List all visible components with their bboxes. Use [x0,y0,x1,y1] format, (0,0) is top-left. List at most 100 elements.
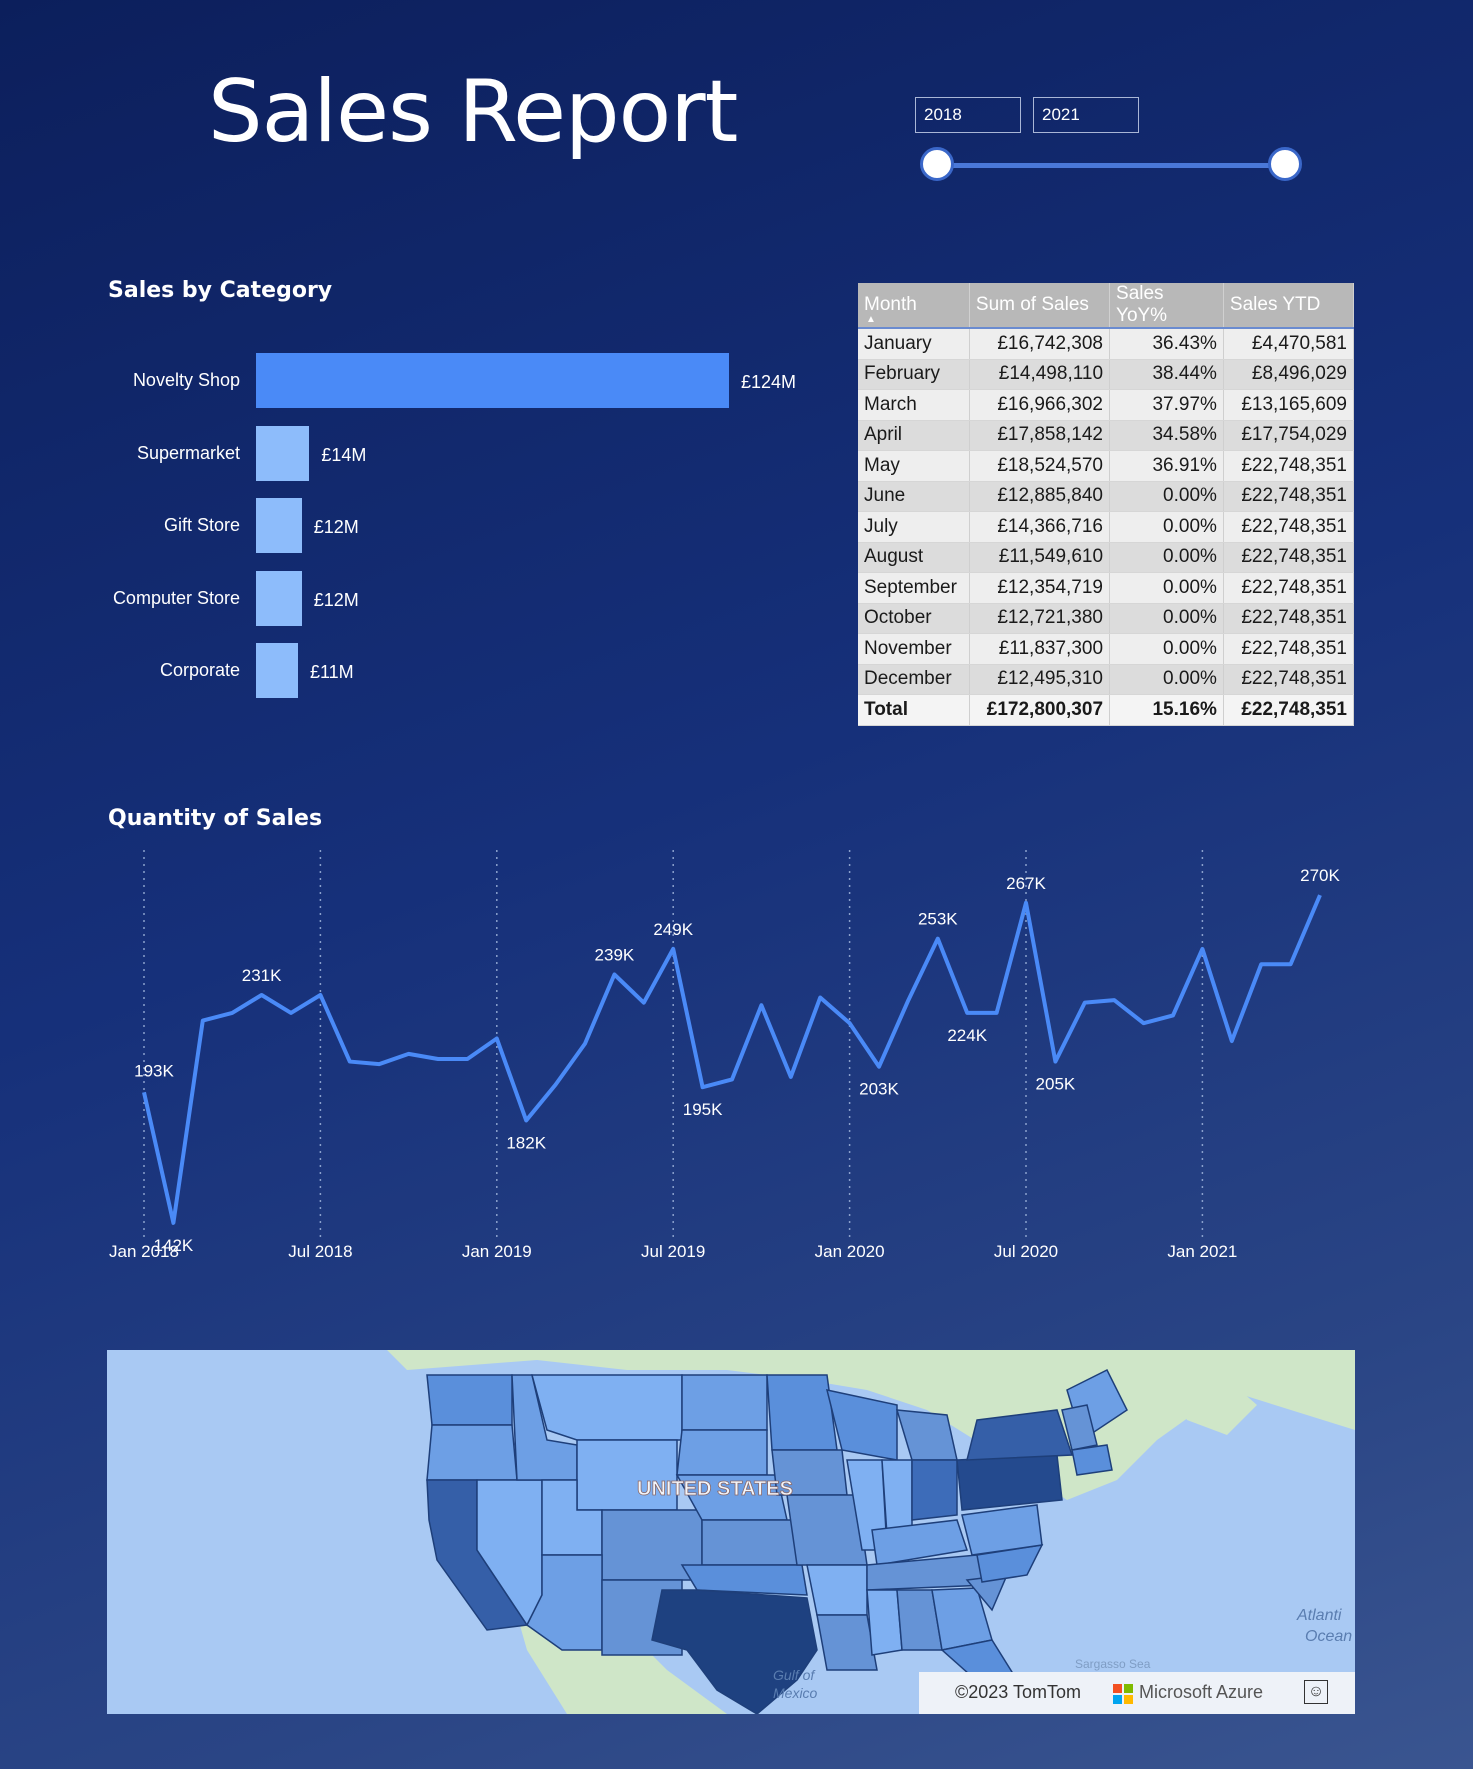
table-cell: 37.97% [1109,389,1224,421]
map-canvas[interactable]: UNITED STATES Gulf of Mexico Atlanti Oce… [107,1350,1355,1714]
column-header-month[interactable]: Month ▲ [858,283,970,329]
map-water-label-sargasso: Sargasso Sea [1075,1657,1151,1671]
state-oregon[interactable] [426,1424,518,1481]
table-cell: £11,549,610 [969,542,1111,573]
x-tick-label: Jan 2019 [462,1242,532,1261]
table-row[interactable]: August £11,549,610 0.00% £22,748,351 [858,542,1355,573]
table-total-cell: 15.16% [1109,694,1224,726]
data-label: 203K [859,1080,899,1099]
bar-value-label: £12M [313,589,359,610]
category-bar[interactable] [256,353,729,408]
slider-end-handle[interactable] [1268,147,1302,181]
smiley-icon[interactable]: ☺ [1304,1680,1328,1704]
table-cell: £12,721,380 [969,603,1111,634]
category-bar[interactable] [256,570,302,626]
table-cell: £12,885,840 [969,481,1111,512]
newfoundland-land [1167,1370,1257,1435]
bar-category-label: Corporate [159,660,240,680]
x-tick-label: Jan 2021 [1167,1242,1237,1261]
slider-start-handle[interactable] [920,147,954,181]
table-cell: 34.58% [1109,420,1224,451]
data-label: 142K [154,1236,194,1255]
state-texas[interactable] [651,1589,818,1714]
table-row[interactable]: February £14,498,110 38.44% £8,496,029 [858,359,1355,390]
table-cell: 0.00% [1109,633,1224,665]
category-chart-title: Sales by Category [108,278,333,303]
state-north-dakota[interactable] [681,1374,768,1431]
table-row[interactable]: December £12,495,310 0.00% £22,748,351 [858,664,1355,695]
bar-value-label: £14M [321,444,367,465]
state-virginia[interactable] [961,1504,1043,1556]
sales-map[interactable]: UNITED STATES Gulf of Mexico Atlanti Oce… [107,1350,1355,1714]
map-water-label-atlantic-2: Ocean [1305,1628,1352,1645]
state-arizona[interactable] [526,1554,603,1651]
table-row[interactable]: November £11,837,300 0.00% £22,748,351 [858,633,1355,665]
table-cell: May [858,450,970,482]
state-oklahoma[interactable] [680,1564,808,1596]
table-cell: July [858,511,970,543]
table-row[interactable]: March £16,966,302 37.97% £13,165,609 [858,389,1355,421]
table-row[interactable]: January £16,742,308 36.43% £4,470,581 [858,328,1355,360]
state-louisiana[interactable] [816,1614,878,1671]
table-row[interactable]: September £12,354,719 0.00% £22,748,351 [858,572,1355,604]
column-header-sales-yoy[interactable]: Sales YoY% [1109,283,1224,329]
table-row[interactable]: May £18,524,570 36.91% £22,748,351 [858,450,1355,482]
state-arkansas[interactable] [806,1564,868,1616]
year-slider-track[interactable] [935,163,1285,168]
state-minnesota[interactable] [766,1374,838,1451]
category-bar[interactable] [256,643,298,698]
table-cell: £22,748,351 [1223,542,1355,573]
state-mississippi[interactable] [866,1589,903,1656]
column-header-sum-of-sales[interactable]: Sum of Sales [969,283,1111,329]
table-row[interactable]: June £12,885,840 0.00% £22,748,351 [858,481,1355,512]
state-kansas[interactable] [701,1519,798,1566]
column-header-sales-ytd[interactable]: Sales YTD [1223,283,1355,329]
map-credit-text: ©2023 TomTom [955,1682,1081,1702]
bar-value-label: £124M [741,372,797,392]
table-cell: £8,496,029 [1223,359,1355,390]
table-cell: November [858,633,970,665]
map-water-label-atlantic: Atlanti [1296,1607,1342,1624]
category-bar[interactable] [256,425,310,481]
table-cell: £13,165,609 [1223,389,1355,421]
data-label: 253K [918,910,958,929]
table-row[interactable]: July £14,366,716 0.00% £22,748,351 [858,511,1355,543]
table-cell: £14,366,716 [969,511,1111,543]
sort-ascending-icon: ▲ [866,314,876,325]
state-new-york[interactable] [966,1409,1074,1461]
state-washington[interactable] [426,1374,513,1426]
table-cell: February [858,359,970,390]
table-cell: £22,748,351 [1223,450,1355,482]
table-cell: 38.44% [1109,359,1224,390]
state-indiana[interactable] [881,1459,913,1536]
state-ohio[interactable] [911,1459,958,1521]
data-label: 195K [683,1100,723,1119]
quantity-series-line[interactable] [142,894,1322,1225]
state-vermont-nh[interactable] [1061,1404,1098,1451]
state-south-dakota[interactable] [676,1429,768,1476]
bar-category-label: Gift Store [163,515,240,535]
map-provider-text: Microsoft Azure [1139,1682,1264,1702]
table-cell: 0.00% [1109,603,1224,634]
state-pennsylvania[interactable] [956,1454,1063,1511]
table-total-cell: £22,748,351 [1223,694,1355,726]
bar-category-label: Novelty Shop [132,370,240,390]
table-cell: £22,748,351 [1223,572,1355,604]
end-year-input[interactable]: 2021 [1033,97,1139,133]
table-row[interactable]: April £17,858,142 34.58% £17,754,029 [858,420,1355,451]
table-cell: £16,966,302 [969,389,1111,421]
x-tick-label: Jan 2018 [109,1242,179,1261]
state-montana[interactable] [531,1374,683,1441]
data-label: 239K [595,946,635,965]
table-row[interactable]: October £12,721,380 0.00% £22,748,351 [858,603,1355,634]
state-kentucky[interactable] [871,1519,968,1566]
start-year-input[interactable]: 2018 [915,97,1021,133]
data-label: 224K [947,1026,987,1045]
x-tick-label: Jan 2020 [815,1242,885,1261]
state-michigan[interactable] [895,1409,958,1461]
category-bar[interactable] [256,498,302,553]
table-cell: £11,837,300 [969,633,1111,665]
state-massachusetts[interactable] [1071,1444,1113,1476]
table-cell: 36.43% [1109,328,1224,360]
monthly-sales-table: Month ▲ Sum of Sales Sales YoY% Sales YTD… [858,283,1355,726]
